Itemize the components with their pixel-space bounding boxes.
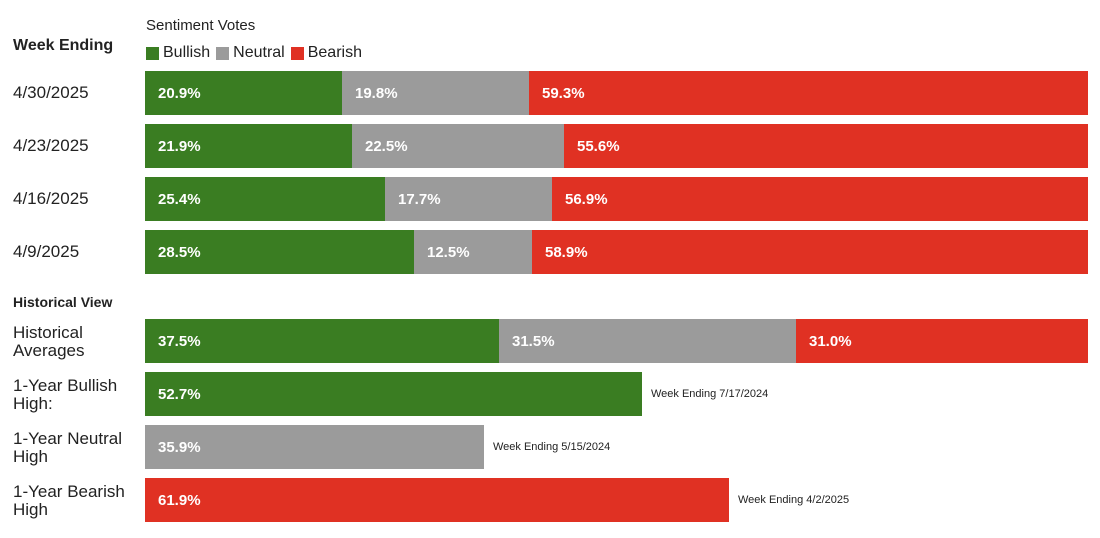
- data-label-neutral: 17.7%: [398, 190, 441, 208]
- bar-bullish-historical-1: 52.7%: [145, 372, 642, 416]
- data-label-bullish: 52.7%: [158, 385, 201, 403]
- data-label-neutral: 19.8%: [355, 84, 398, 102]
- bar-bearish-historical-3: 61.9%: [145, 478, 729, 522]
- bar-bearish-historical-0: 31.0%: [796, 319, 1088, 363]
- bar-bullish-weekly-3: 28.5%: [145, 230, 414, 274]
- legend-title: Sentiment Votes: [146, 17, 256, 34]
- bar-bearish-weekly-1: 55.6%: [564, 124, 1088, 168]
- week-label: 4/30/2025: [13, 83, 89, 102]
- data-label-bearish: 59.3%: [542, 84, 585, 102]
- bar-bearish-weekly-3: 58.9%: [532, 230, 1088, 274]
- bar-neutral-historical-0: 31.5%: [499, 319, 796, 363]
- data-label-neutral: 31.5%: [512, 332, 555, 350]
- data-label-neutral: 22.5%: [365, 137, 408, 155]
- data-label-bullish: 21.9%: [158, 137, 201, 155]
- week-ending-note: Week Ending 5/15/2024: [493, 441, 611, 453]
- legend-label-bullish: Bullish: [163, 44, 211, 61]
- stacked-bar-row: 28.5% 12.5% 58.9%: [145, 230, 1088, 274]
- historical-bar-row: 35.9%: [145, 425, 484, 469]
- bar-neutral-weekly-3: 12.5%: [414, 230, 532, 274]
- stacked-bar-row: 21.9% 22.5% 55.6%: [145, 124, 1088, 168]
- historical-label: 1-Year Neutral High: [13, 429, 122, 466]
- legend-label-bearish: Bearish: [307, 44, 362, 61]
- historical-bar-row: 61.9%: [145, 478, 729, 522]
- data-label-bullish: 37.5%: [158, 332, 201, 350]
- legend-swatch-bearish: [290, 46, 304, 60]
- legend-item-neutral: Neutral: [216, 44, 285, 62]
- data-label-bullish: 28.5%: [158, 243, 201, 261]
- bar-neutral-weekly-0: 19.8%: [342, 71, 529, 115]
- historical-label: Historical Averages: [13, 323, 85, 360]
- legend-label-neutral: Neutral: [233, 44, 285, 61]
- stacked-bar-row: 25.4% 17.7% 56.9%: [145, 177, 1088, 221]
- legend-item-bullish: Bullish: [146, 44, 210, 62]
- legend-item-bearish: Bearish: [290, 44, 362, 62]
- data-label-bearish: 58.9%: [545, 243, 588, 261]
- data-label-neutral: 12.5%: [427, 243, 470, 261]
- data-label-bullish: 25.4%: [158, 190, 201, 208]
- data-label-neutral: 35.9%: [158, 438, 201, 456]
- bar-bullish-weekly-2: 25.4%: [145, 177, 385, 221]
- bar-bearish-weekly-2: 56.9%: [552, 177, 1088, 221]
- chart-legend: Bullish Neutral Bearish: [146, 44, 368, 62]
- historical-label: 1-Year Bullish High:: [13, 376, 118, 413]
- data-label-bearish: 56.9%: [565, 190, 608, 208]
- data-label-bearish: 31.0%: [809, 332, 852, 350]
- bar-bullish-weekly-1: 21.9%: [145, 124, 352, 168]
- week-ending-note: Week Ending 4/2/2025: [738, 494, 850, 506]
- week-label: 4/23/2025: [13, 136, 89, 155]
- data-label-bearish: 61.9%: [158, 491, 201, 509]
- bar-neutral-weekly-2: 17.7%: [385, 177, 552, 221]
- bar-neutral-historical-2: 35.9%: [145, 425, 484, 469]
- bar-bullish-historical-0: 37.5%: [145, 319, 499, 363]
- week-label: 4/9/2025: [13, 242, 80, 261]
- historical-label: 1-Year Bearish High: [13, 482, 125, 519]
- historical-view-header: Historical View: [13, 294, 113, 310]
- data-label-bullish: 20.9%: [158, 84, 201, 102]
- week-label: 4/16/2025: [13, 189, 89, 208]
- stacked-bar-row: 20.9% 19.8% 59.3%: [145, 71, 1088, 115]
- historical-bar-row: 52.7%: [145, 372, 642, 416]
- historical-bar-row: 37.5% 31.5% 31.0%: [145, 319, 1088, 363]
- data-label-bearish: 55.6%: [577, 137, 620, 155]
- legend-swatch-bullish: [146, 46, 159, 60]
- bar-neutral-weekly-1: 22.5%: [352, 124, 564, 168]
- bar-bearish-weekly-0: 59.3%: [529, 71, 1088, 115]
- legend-swatch-neutral: [216, 46, 230, 60]
- week-ending-note: Week Ending 7/17/2024: [651, 388, 769, 400]
- week-ending-header: Week Ending: [13, 37, 114, 54]
- bar-bullish-weekly-0: 20.9%: [145, 71, 342, 115]
